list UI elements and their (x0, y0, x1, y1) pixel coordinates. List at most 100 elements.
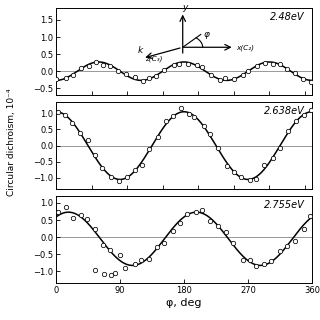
Point (92, 226, 98, 231)
Point (63, 76, 68, 81)
Point (253, 176, 258, 181)
Point (78, 65, 84, 70)
Point (109, 272, 114, 277)
Point (300, 76, 305, 81)
Point (232, 169, 237, 174)
Point (284, 66, 289, 71)
Point (253, 264, 258, 269)
Point (140, 78, 145, 83)
Point (100, 166, 105, 171)
Point (132, 75, 137, 80)
Text: 2.638eV: 2.638eV (264, 107, 304, 116)
Point (79, 212, 84, 218)
Point (112, 270, 117, 276)
Point (216, 146, 221, 151)
Point (262, 261, 267, 266)
Point (101, 62, 106, 67)
Point (194, 210, 199, 215)
Point (164, 118, 169, 124)
Point (124, 71, 129, 76)
Point (194, 63, 199, 68)
Point (108, 175, 113, 180)
Point (147, 257, 152, 262)
Point (216, 224, 221, 229)
Point (56, 210, 61, 215)
Point (254, 63, 260, 68)
Point (301, 112, 306, 117)
Point (154, 244, 159, 249)
Text: Circular dichroism, 10⁻⁴: Circular dichroism, 10⁻⁴ (7, 89, 16, 196)
Point (277, 146, 282, 151)
Point (123, 266, 128, 271)
Point (270, 155, 276, 160)
Point (185, 212, 190, 217)
Point (178, 220, 183, 225)
Point (107, 63, 112, 68)
Point (64, 204, 69, 210)
Point (277, 248, 282, 253)
Point (138, 257, 143, 262)
Point (77, 130, 83, 135)
Point (261, 163, 267, 168)
Point (85, 137, 90, 142)
Point (62, 113, 68, 118)
Point (208, 131, 213, 136)
Point (293, 119, 299, 124)
Point (153, 73, 158, 78)
X-axis label: φ, deg: φ, deg (166, 298, 202, 308)
Point (207, 218, 212, 223)
Point (223, 230, 228, 235)
Point (100, 242, 105, 247)
Point (285, 129, 291, 134)
Point (248, 258, 253, 263)
Point (56, 109, 61, 115)
Point (240, 72, 245, 77)
Point (171, 63, 176, 68)
Text: 2.755eV: 2.755eV (264, 200, 304, 211)
Point (93, 153, 98, 158)
Point (161, 240, 166, 245)
Point (246, 68, 251, 73)
Point (269, 258, 274, 263)
Point (116, 179, 121, 184)
Point (170, 228, 175, 234)
Point (132, 167, 138, 172)
Point (156, 135, 161, 140)
Point (102, 271, 107, 276)
Point (116, 68, 121, 74)
Point (309, 108, 314, 113)
Point (70, 215, 76, 220)
Point (293, 70, 298, 76)
Point (238, 175, 243, 180)
Point (308, 213, 313, 219)
Text: 2.48eV: 2.48eV (270, 12, 304, 22)
Point (308, 80, 313, 85)
Point (247, 178, 252, 183)
Point (147, 146, 152, 151)
Point (202, 124, 207, 129)
Point (147, 76, 152, 81)
Point (70, 73, 75, 78)
Point (263, 60, 268, 65)
Point (187, 111, 192, 116)
Point (179, 106, 184, 111)
Point (125, 174, 130, 179)
Point (177, 62, 182, 67)
Point (293, 238, 298, 244)
Point (162, 67, 167, 72)
Point (54, 77, 59, 82)
Point (284, 243, 290, 248)
Point (231, 76, 236, 81)
Point (209, 72, 214, 77)
Point (301, 226, 307, 231)
Point (240, 258, 245, 263)
Point (108, 247, 113, 252)
Point (132, 261, 137, 266)
Point (84, 216, 89, 221)
Point (92, 268, 98, 273)
Point (185, 61, 190, 67)
Point (199, 64, 204, 69)
Point (224, 163, 229, 168)
Point (200, 208, 205, 213)
Point (217, 77, 222, 82)
